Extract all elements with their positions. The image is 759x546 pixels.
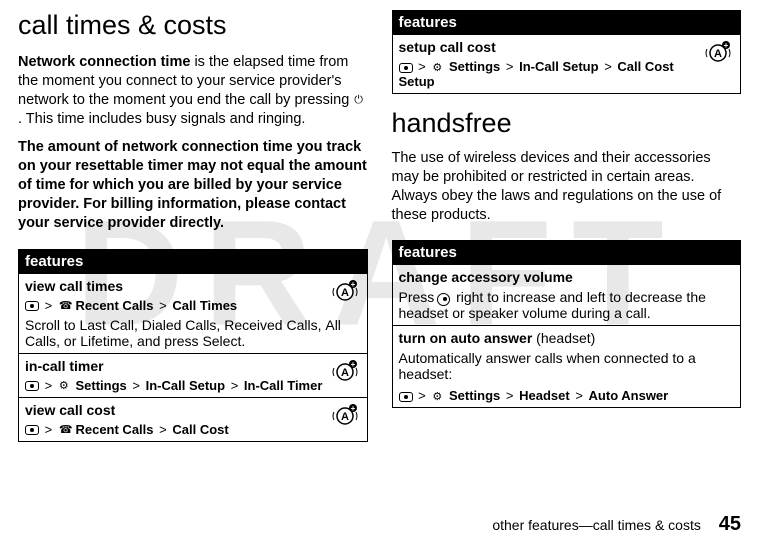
- footer-text: other features—call times & costs: [492, 517, 701, 533]
- svg-text:A: A: [341, 287, 349, 299]
- path-seg: In-Call Setup: [519, 59, 598, 74]
- row-title-suffix: (headset): [532, 330, 595, 346]
- note-pre: Scroll to: [25, 317, 79, 333]
- row-view-call-times: A+ view call times > Recent Calls > Call…: [19, 273, 368, 353]
- svg-text:+: +: [350, 280, 355, 289]
- network-badge-icon: A+: [704, 39, 734, 63]
- para1-tail: . This time includes busy signals and ri…: [18, 111, 305, 127]
- nav-path: > Settings > Headset > Auto Answer: [399, 388, 735, 403]
- row-title: turn on auto answer: [399, 330, 533, 346]
- path-seg: Call Times: [172, 298, 237, 313]
- path-seg: In-Call Setup: [146, 378, 225, 393]
- settings-icon: [431, 392, 445, 402]
- path-seg: In-Call Timer: [244, 378, 323, 393]
- svg-text:+: +: [350, 360, 355, 369]
- recent-calls-icon: [58, 425, 72, 435]
- features-table-right: features change accessory volume Press r…: [392, 240, 742, 408]
- path-seg: Settings: [449, 388, 500, 403]
- row-setup-call-cost: A+ setup call cost > Settings > In-Call …: [392, 35, 741, 94]
- features-header-left: features: [19, 249, 368, 273]
- features-table-top-right: features A+ setup call cost > Settings >…: [392, 10, 742, 94]
- row-title: setup call cost: [399, 39, 735, 55]
- svg-text:A: A: [714, 48, 722, 60]
- left-column: call times & costs Network connection ti…: [18, 10, 368, 442]
- para-network-time: Network connection time is the elapsed t…: [18, 53, 368, 128]
- row-title: view call cost: [25, 402, 361, 418]
- nav-key-icon: [438, 294, 452, 304]
- nav-path: > Settings > In-Call Setup > In-Call Tim…: [25, 378, 361, 393]
- path-seg: Recent Calls: [75, 422, 153, 437]
- path-seg: Settings: [449, 59, 500, 74]
- row-body: Press right to increase and left to decr…: [399, 289, 735, 321]
- center-key-icon: [25, 381, 39, 391]
- page-number: 45: [719, 513, 741, 535]
- svg-text:A: A: [341, 411, 349, 423]
- note-item: Dialed Calls: [142, 317, 217, 333]
- settings-icon: [431, 63, 445, 73]
- nav-path: > Recent Calls > Call Times: [25, 298, 361, 313]
- scroll-note: Scroll to Last Call, Dialed Calls, Recei…: [25, 317, 361, 349]
- path-seg: Auto Answer: [589, 388, 669, 403]
- center-key-icon: [399, 63, 413, 73]
- svg-text:+: +: [724, 41, 729, 50]
- features-header: features: [392, 241, 741, 265]
- note-item: Last Call: [79, 317, 133, 333]
- heading-handsfree: handsfree: [392, 108, 742, 139]
- page-content: call times & costs Network connection ti…: [0, 0, 759, 442]
- row-title: view call times: [25, 278, 361, 294]
- note-item: Lifetime: [80, 333, 129, 349]
- features-table-left: features A+ view call times > Recent Cal…: [18, 249, 368, 442]
- note-end: .: [241, 333, 245, 349]
- network-badge-icon: A+: [331, 358, 361, 382]
- note-action: Select: [202, 333, 241, 349]
- row-in-call-timer: A+ in-call timer > Settings > In-Call Se…: [19, 353, 368, 397]
- network-badge-icon: A+: [331, 278, 361, 302]
- body-pre: Press: [399, 289, 439, 305]
- right-column: features A+ setup call cost > Settings >…: [392, 10, 742, 442]
- para-billing-warning: The amount of network connection time yo…: [18, 138, 368, 232]
- settings-icon: [58, 381, 72, 391]
- heading-call-times: call times & costs: [18, 10, 368, 41]
- note-post: , and press: [129, 333, 202, 349]
- row-body: Automatically answer calls when connecte…: [399, 350, 735, 382]
- row-title: in-call timer: [25, 358, 361, 374]
- path-seg: Settings: [75, 378, 126, 393]
- nav-path: > Recent Calls > Call Cost: [25, 422, 361, 437]
- path-seg: Headset: [519, 388, 570, 403]
- center-key-icon: [399, 392, 413, 402]
- path-seg: Recent Calls: [75, 298, 153, 313]
- nav-path: > Settings > In-Call Setup > Call Cost S…: [399, 59, 735, 89]
- para-handsfree: The use of wireless devices and their ac…: [392, 149, 742, 224]
- network-badge-icon: A+: [331, 402, 361, 426]
- row-view-call-cost: A+ view call cost > Recent Calls > Call …: [19, 397, 368, 441]
- row-change-accessory-volume: change accessory volume Press right to i…: [392, 265, 741, 326]
- note-item: Received Calls: [224, 317, 317, 333]
- end-key-icon: [353, 95, 367, 105]
- row-title: change accessory volume: [399, 269, 735, 285]
- center-key-icon: [25, 425, 39, 435]
- page-footer: other features—call times & costs 45: [492, 513, 741, 536]
- lead-bold: Network connection time: [18, 54, 190, 70]
- center-key-icon: [25, 301, 39, 311]
- svg-text:A: A: [341, 367, 349, 379]
- path-seg: Call Cost: [172, 422, 228, 437]
- recent-calls-icon: [58, 301, 72, 311]
- row-auto-answer: turn on auto answer (headset) Automatica…: [392, 326, 741, 408]
- svg-text:+: +: [350, 404, 355, 413]
- features-header: features: [392, 11, 741, 35]
